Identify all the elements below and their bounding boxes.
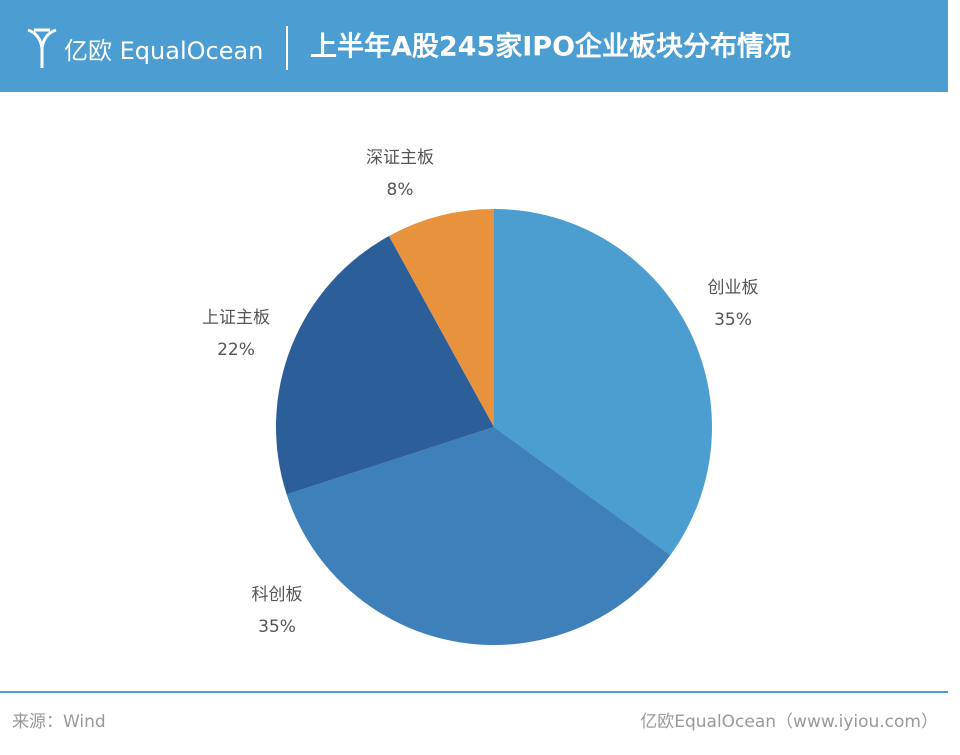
pie-slice <box>286 427 671 645</box>
slice-label: 上证主板 <box>202 308 270 328</box>
pie-slice <box>276 235 494 495</box>
value-label: 22% <box>217 340 255 360</box>
logo-icon <box>27 28 57 68</box>
slice-label: 科创板 <box>252 585 303 605</box>
header-band <box>0 0 948 92</box>
logo-text: 亿欧 EqualOcean <box>64 37 263 65</box>
value-label: 35% <box>714 310 752 330</box>
pie: 创业板 35% 科创板 35% 上证主板 22% 深证主板 8% <box>202 148 759 645</box>
slice-label: 深证主板 <box>366 148 434 168</box>
slice-label: 创业板 <box>708 278 759 298</box>
value-label: 35% <box>258 617 296 637</box>
credit: 亿欧EqualOcean（www.iyiou.com） <box>640 712 938 732</box>
pie-slice <box>494 209 712 556</box>
value-label: 8% <box>387 180 414 200</box>
pie-slice <box>388 209 494 427</box>
chart-title: 上半年A股245家IPO企业板块分布情况 <box>310 31 791 63</box>
source: 来源：Wind <box>12 712 106 732</box>
